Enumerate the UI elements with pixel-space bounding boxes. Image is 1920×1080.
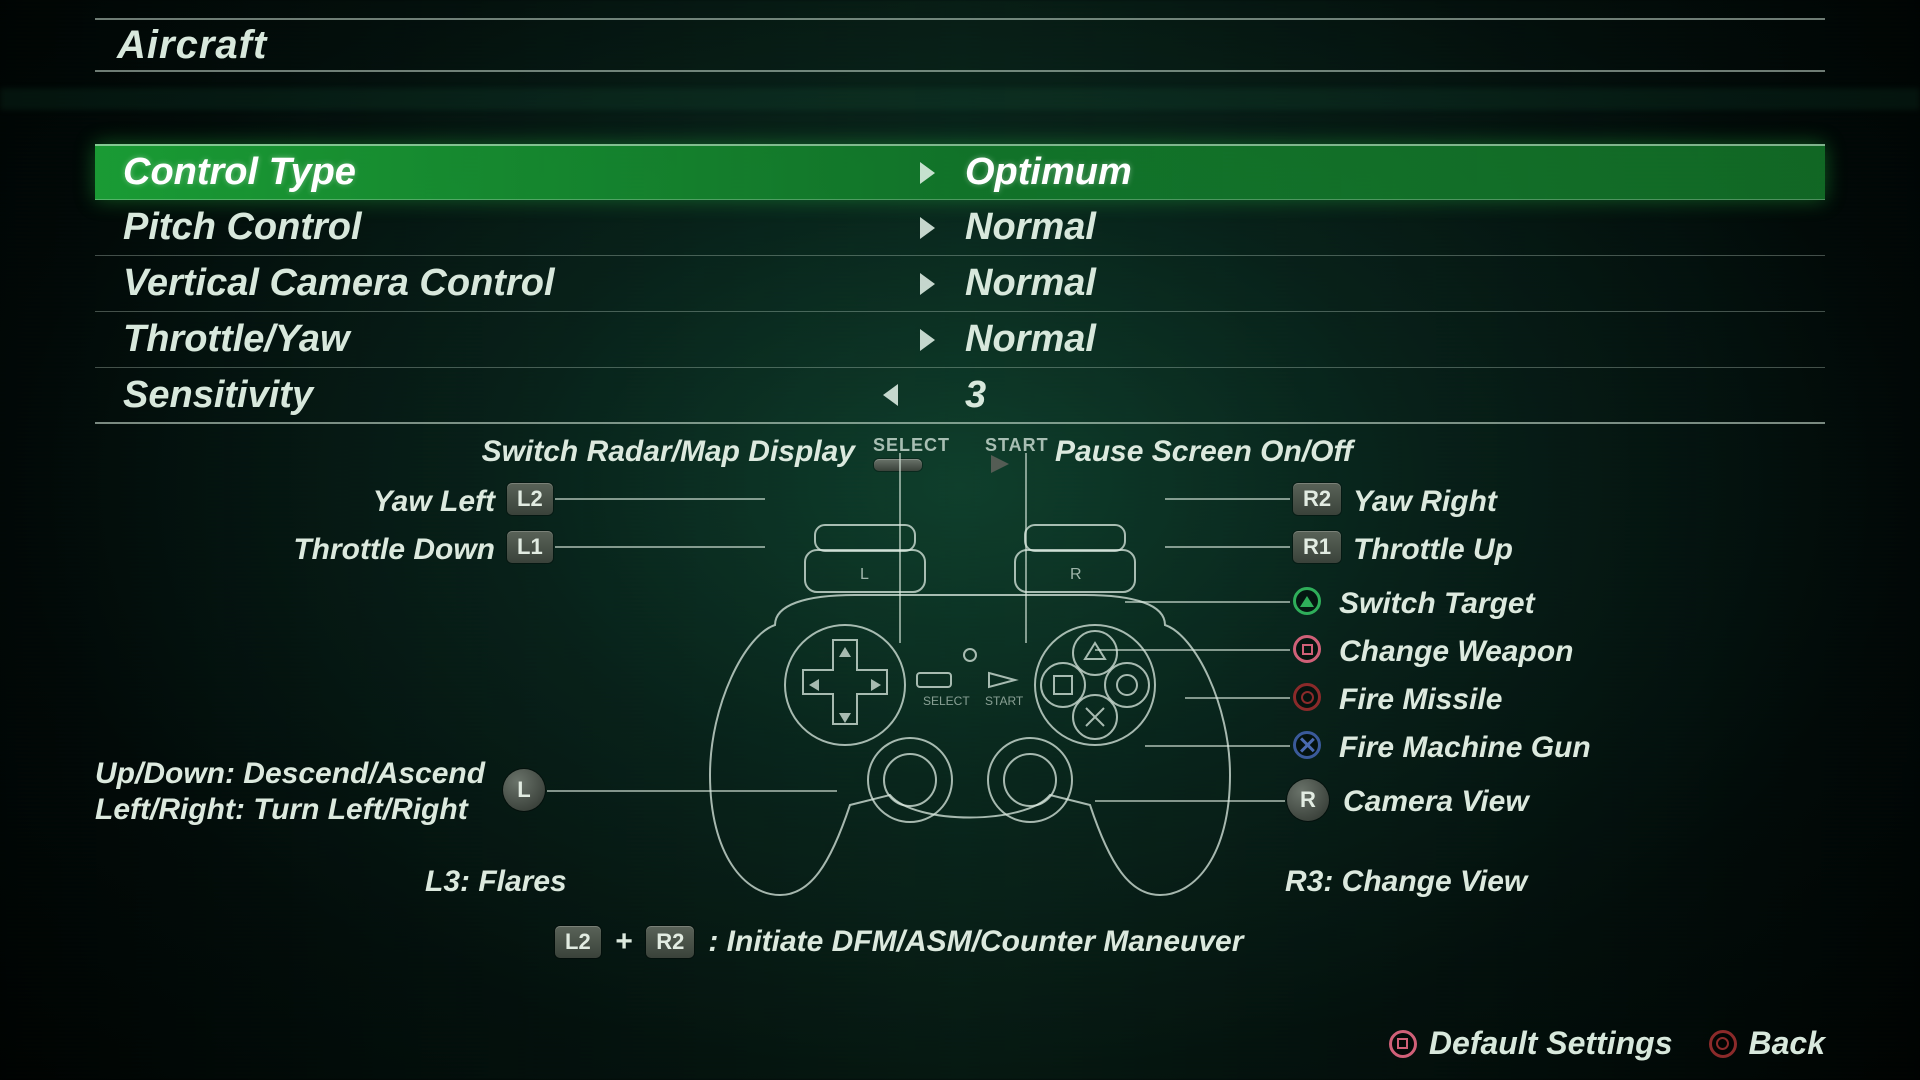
svg-text:SELECT: SELECT [923, 694, 970, 708]
setting-label: Control Type [95, 151, 875, 194]
combo-r2-chip: R2 [646, 926, 694, 958]
setting-value: Normal [955, 262, 1825, 305]
cross-action-label: Fire Machine Gun [1339, 731, 1591, 765]
combo-row: L2 + R2 : Initiate DFM/ASM/Counter Maneu… [555, 925, 1243, 959]
setting-row-3[interactable]: Throttle/Yaw Normal [95, 312, 1825, 368]
square-icon [1389, 1030, 1417, 1058]
controller-svg: L R SELECT START [655, 495, 1285, 915]
setting-row-4[interactable]: Sensitivity 3 [95, 368, 1825, 424]
default-settings-button[interactable]: Default Settings [1389, 1025, 1673, 1062]
settings-list: Control TypeOptimumPitch ControlNormalVe… [95, 144, 1825, 424]
start-key-label: START [985, 435, 1049, 456]
square-action-label: Change Weapon [1339, 635, 1573, 669]
setting-value: 3 [955, 374, 1825, 417]
cross-icon [1293, 731, 1321, 759]
triangle-action-label: Switch Target [1339, 587, 1535, 621]
r2-key-chip: R2 [1293, 483, 1341, 515]
svg-text:START: START [985, 694, 1024, 708]
controller-diagram: Switch Radar/Map Display SELECT START Pa… [95, 435, 1825, 1020]
l3-action-label: L3: Flares [425, 865, 567, 899]
setting-value: Normal [955, 206, 1825, 249]
arrow-right-icon[interactable] [920, 273, 935, 295]
setting-label: Sensitivity [95, 374, 875, 417]
footer-prompts: Default Settings Back [1389, 1025, 1825, 1062]
l1-key-chip: L1 [507, 531, 553, 563]
arrow-left-icon[interactable] [883, 384, 898, 406]
setting-row-2[interactable]: Vertical Camera Control Normal [95, 256, 1825, 312]
setting-label: Vertical Camera Control [95, 262, 875, 305]
combo-l2-chip: L2 [555, 926, 601, 958]
back-label: Back [1749, 1025, 1826, 1062]
start-action-label: Pause Screen On/Off [1055, 435, 1353, 469]
select-chip-icon [874, 459, 922, 471]
combo-plus: + [615, 925, 633, 959]
setting-row-1[interactable]: Pitch Control Normal [95, 200, 1825, 256]
rstick-chip: R [1287, 779, 1329, 821]
setting-value: Optimum [955, 151, 1825, 194]
default-settings-label: Default Settings [1429, 1025, 1673, 1062]
arrow-right-icon[interactable] [920, 217, 935, 239]
bg-strip [0, 88, 1920, 110]
circle-action-label: Fire Missile [1339, 683, 1502, 717]
square-icon [1293, 635, 1321, 663]
svg-text:R: R [1070, 566, 1082, 583]
setting-arrows [875, 162, 955, 184]
svg-text:L: L [860, 566, 869, 583]
arrow-right-icon[interactable] [920, 329, 935, 351]
start-chip-icon [991, 455, 1009, 473]
arrow-right-icon[interactable] [920, 162, 935, 184]
r1-action-label: Throttle Up [1353, 533, 1513, 567]
l2-action-label: Yaw Left [95, 485, 495, 519]
circle-icon [1709, 1030, 1737, 1058]
rstick-action-label: Camera View [1343, 785, 1529, 819]
title-bar: Aircraft [95, 18, 1825, 72]
setting-arrows [875, 273, 955, 295]
lstick-chip: L [503, 769, 545, 811]
r3-action-label: R3: Change View [1285, 865, 1527, 899]
setting-row-0[interactable]: Control Type Optimum [95, 144, 1825, 200]
lstick-line1: Up/Down: Descend/Ascend [95, 757, 485, 791]
lstick-line2: Left/Right: Turn Left/Right [95, 793, 468, 827]
select-action-label: Switch Radar/Map Display [475, 435, 855, 469]
select-key-label: SELECT [873, 435, 950, 456]
r2-action-label: Yaw Right [1353, 485, 1497, 519]
combo-action-label: : Initiate DFM/ASM/Counter Maneuver [708, 925, 1243, 959]
r1-key-chip: R1 [1293, 531, 1341, 563]
setting-arrows [875, 329, 955, 351]
l2-key-chip: L2 [507, 483, 553, 515]
page-title: Aircraft [117, 23, 267, 68]
setting-label: Throttle/Yaw [95, 318, 875, 361]
setting-arrows [875, 217, 955, 239]
triangle-icon [1293, 587, 1321, 615]
setting-arrows [875, 384, 955, 406]
setting-value: Normal [955, 318, 1825, 361]
setting-label: Pitch Control [95, 206, 875, 249]
circle-icon [1293, 683, 1321, 711]
back-button[interactable]: Back [1709, 1025, 1826, 1062]
l1-action-label: Throttle Down [95, 533, 495, 567]
